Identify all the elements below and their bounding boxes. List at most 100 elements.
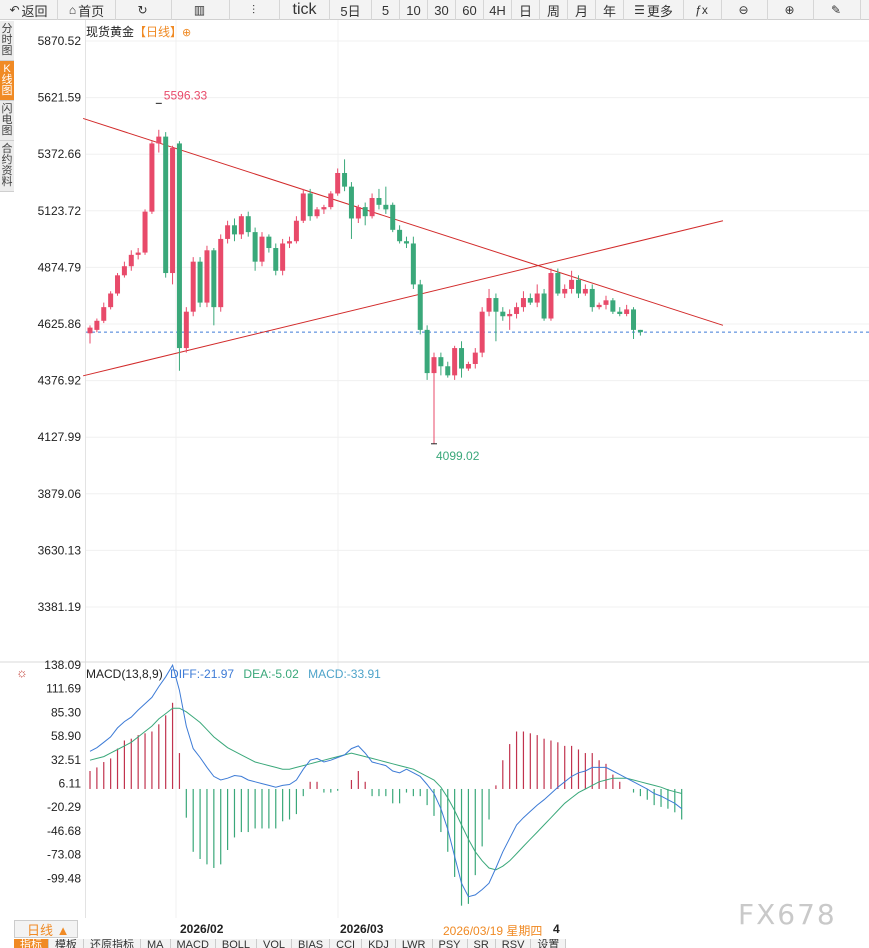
toolbar-label: 首页 — [78, 3, 105, 19]
y-tick-label: 5372.66 — [38, 147, 82, 161]
indicator-tab-14[interactable]: 设置 — [531, 939, 567, 948]
candle-body — [562, 288, 568, 294]
toolbar-button-19[interactable]: ⊕ — [768, 0, 814, 20]
toolbar-button-9[interactable]: 30 — [428, 0, 456, 20]
toolbar-button-14[interactable]: 月 — [568, 0, 596, 20]
toolbar-label: 日 — [518, 3, 532, 19]
toolbar-button-12[interactable]: 日 — [512, 0, 540, 20]
add-overlay-icon[interactable]: ⊕ — [182, 27, 192, 39]
toolbar-button-10[interactable]: 60 — [456, 0, 484, 20]
candle-body — [603, 300, 609, 305]
candle-body — [273, 248, 279, 271]
x-tick-label: 2026/02 — [180, 922, 224, 936]
toolbar-button-6[interactable]: 5日 — [330, 0, 372, 20]
candle-body — [514, 307, 520, 314]
period-label: 【日线】 — [134, 25, 183, 39]
toolbar-label: 周 — [546, 3, 560, 19]
candle-body — [108, 293, 114, 308]
toolbar-button-0[interactable]: ↶ 返回 — [0, 0, 58, 20]
toolbar-button-5[interactable]: tick — [280, 0, 330, 20]
candle-body — [259, 236, 265, 262]
side-tab-3[interactable]: 合约资料 — [0, 141, 14, 192]
candle-body — [631, 309, 637, 330]
toolbar-button-11[interactable]: 4H — [484, 0, 512, 20]
candle-body — [569, 279, 575, 289]
back-arrow-icon: ↶ — [9, 3, 20, 17]
candle-body — [493, 298, 499, 312]
trendline-1 — [83, 220, 724, 377]
toolbar-button-18[interactable]: ⊖ — [722, 0, 768, 20]
indicator-tab-0[interactable]: 指标 — [14, 939, 49, 948]
indicator-tab-12[interactable]: SR — [467, 939, 496, 948]
toolbar-button-15[interactable]: 年 — [596, 0, 624, 20]
candle-body — [555, 273, 561, 294]
side-tab-2[interactable]: 闪电图 — [0, 101, 14, 141]
instrument-name: 现货黄金 — [86, 25, 135, 39]
y-tick-label: 4376.92 — [38, 374, 82, 388]
candle-body — [376, 198, 382, 205]
toolbar-button-17[interactable]: ƒx — [684, 0, 722, 20]
zoom-in-icon: ⊕ — [784, 3, 795, 17]
toolbar-button-8[interactable]: 10 — [400, 0, 428, 20]
draw-pen-icon: ✎ — [830, 3, 842, 17]
indicator-tab-11[interactable]: PSY — [432, 939, 468, 948]
indicator-tabs: 指标 模板 还原指标 MA MACD BOLL VOL BIAS CCI KDJ LWR PSY SR R… — [14, 939, 567, 948]
candle-body — [218, 238, 224, 308]
toolbar-button-7[interactable]: 5 — [372, 0, 400, 20]
trendline-0 — [82, 117, 724, 326]
candle-body — [335, 172, 341, 194]
period-selector-button[interactable]: 日线 ▲ — [14, 920, 78, 938]
indicator-tab-6[interactable]: VOL — [257, 939, 293, 948]
toolbar-label: 10 — [406, 2, 421, 18]
toolbar-button-4[interactable]: ⫶ — [230, 0, 280, 20]
indicator-tab-13[interactable]: RSV — [495, 939, 532, 948]
toolbar-button-20[interactable]: ✎ — [814, 0, 861, 20]
candle-body — [238, 216, 244, 235]
toolbar-label: 4H — [489, 2, 506, 18]
toolbar-label: 30 — [434, 2, 449, 18]
indicator-tab-2[interactable]: 还原指标 — [84, 939, 141, 948]
candle-body — [156, 136, 162, 144]
indicator-tab-3[interactable]: MA — [141, 939, 171, 948]
date-axis-row: 日线 ▲ 2026/02 2026/03 2026/03/19 星期四 4 — [0, 920, 869, 938]
indicator-tab-9[interactable]: KDJ — [362, 939, 396, 948]
indicator-tab-5[interactable]: BOLL — [215, 939, 258, 948]
candle-body — [190, 261, 196, 312]
candle-body — [314, 209, 320, 217]
indicator-tab-7[interactable]: BIAS — [292, 939, 331, 948]
indicator-tab-4[interactable]: MACD — [170, 939, 216, 948]
indicator-tab-8[interactable]: CCI — [330, 939, 363, 948]
candle-body — [582, 288, 588, 294]
toolbar-button-13[interactable]: 周 — [540, 0, 568, 20]
candle-body — [280, 243, 286, 271]
bar-chart-icon: ▥ — [193, 3, 206, 17]
candle-body — [534, 293, 540, 303]
candle-body — [163, 136, 169, 274]
candle-body — [176, 143, 182, 349]
candle-body — [328, 193, 334, 208]
candle-body — [355, 207, 361, 219]
macd-settings-icon[interactable]: ☼ — [16, 665, 28, 680]
candlestick-icon: ⫶ — [251, 2, 255, 17]
toolbar-button-16[interactable]: ☰ 更多 — [624, 0, 684, 20]
candle-body — [348, 186, 354, 219]
chart-area[interactable]: 5870.52 5621.59 5372.66 5123.72 4874.79 4625.… — [0, 20, 869, 918]
candle-body — [397, 229, 403, 242]
candle-body — [362, 207, 368, 217]
macd-y-tick-label: 111.69 — [46, 682, 81, 696]
side-tab-1[interactable]: K线图 — [0, 61, 14, 101]
indicator-tab-1[interactable]: 模板 — [49, 939, 84, 948]
toolbar-button-3[interactable]: ▥ — [172, 0, 230, 20]
macd-macd-value: MACD:-33.91 — [308, 667, 381, 681]
candle-body — [403, 241, 409, 244]
toolbar-button-1[interactable]: ⌂ 首页 — [58, 0, 116, 20]
side-tab-0[interactable]: 分时图 — [0, 21, 14, 61]
candle-body — [211, 250, 217, 308]
indicator-tab-10[interactable]: LWR — [395, 939, 433, 948]
toolbar-button-2[interactable]: ↻ — [116, 0, 172, 20]
toolbar-label: 60 — [462, 2, 477, 18]
y-tick-label: 5870.52 — [38, 34, 82, 48]
candle-body — [197, 261, 203, 303]
candle-body — [204, 250, 210, 303]
macd-y-tick-label: 6.11 — [59, 777, 82, 791]
